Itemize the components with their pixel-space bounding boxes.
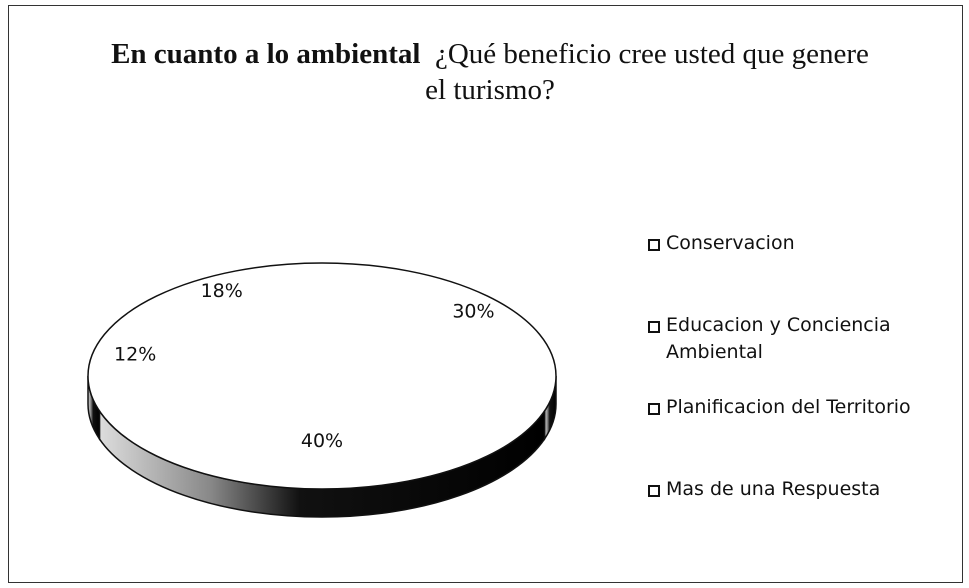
slice (322, 263, 556, 411)
slice (87, 327, 322, 411)
legend-label: Conservacion (666, 232, 795, 254)
title-block: En cuanto a lo ambiental ¿Qué beneficio … (110, 36, 870, 108)
chart-title: En cuanto a lo ambiental (111, 38, 421, 70)
legend-item: Mas de una Respuesta (648, 476, 969, 503)
legend-label: Planificacion del Territorio (666, 396, 911, 418)
legend-swatch (648, 321, 660, 333)
slice (99, 376, 545, 489)
legend-item: Educacion y Conciencia Ambiental (648, 312, 969, 366)
legend-label: Mas de una Respuesta (666, 478, 881, 500)
chart-frame (8, 5, 963, 583)
legend-swatch (648, 403, 660, 415)
legend-swatch (648, 485, 660, 497)
legend-swatch (648, 239, 660, 251)
pie-outline (87, 262, 557, 490)
legend-item: Planificacion del Territorio (648, 394, 969, 421)
legend-item: Conservacion (648, 230, 969, 257)
chart-subtitle: ¿Qué beneficio cree usted que genere el … (425, 38, 869, 106)
data-label: 30% (452, 301, 494, 323)
legend-label: Educacion y Conciencia Ambiental (666, 314, 891, 363)
slice (110, 263, 322, 376)
data-label: 40% (301, 430, 343, 452)
data-label: 12% (114, 343, 156, 365)
data-label: 18% (201, 280, 243, 302)
